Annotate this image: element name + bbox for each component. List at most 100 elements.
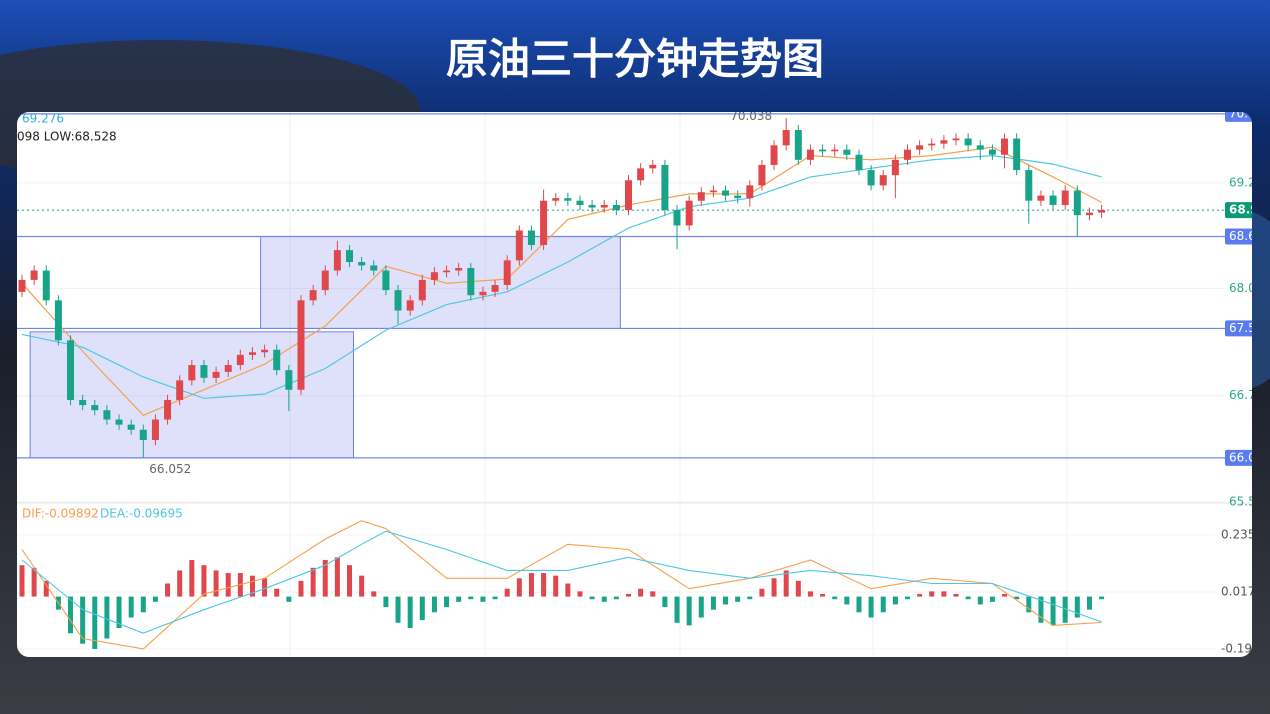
high-annotation: 70.038	[730, 109, 772, 123]
macd-bar	[783, 570, 789, 597]
candle-body	[321, 270, 329, 291]
candle-body	[139, 429, 147, 440]
macd-bar	[201, 565, 207, 597]
candle-body	[527, 230, 535, 245]
y-tick-label: 69.28	[1229, 175, 1263, 189]
candle-body	[346, 250, 354, 263]
macd-bar	[371, 591, 377, 597]
candle-body	[261, 349, 269, 353]
macd-bar	[880, 596, 886, 613]
candle-body	[236, 354, 244, 366]
candle-body	[333, 250, 341, 271]
candle-body	[1037, 195, 1045, 201]
candle-body	[1061, 190, 1069, 205]
candle-body	[394, 290, 402, 311]
dea-line	[21, 530, 1102, 634]
macd-bar	[104, 596, 110, 639]
candle-body	[430, 272, 438, 280]
macd-bar	[820, 593, 826, 597]
dif-line	[21, 520, 1102, 650]
macd-bar	[832, 596, 838, 600]
candle-body	[248, 352, 256, 355]
candle-body	[819, 149, 827, 152]
macd-bar	[286, 596, 292, 602]
candle-body	[612, 204, 620, 211]
macd-bar	[953, 593, 959, 597]
macd-bar	[941, 591, 947, 597]
macd-bar	[710, 596, 716, 610]
candle-body	[67, 340, 75, 400]
level-label: 66.05	[1229, 450, 1263, 464]
macd-bar	[759, 588, 765, 597]
macd-bar	[80, 596, 86, 644]
candle-body	[928, 143, 936, 146]
candle-body	[18, 279, 26, 292]
macd-bar	[650, 591, 656, 597]
candle-body	[600, 204, 608, 208]
macd-bar	[807, 591, 813, 597]
level-label: 70.09	[1229, 106, 1263, 120]
macd-bar	[771, 578, 777, 597]
candle-body	[1025, 170, 1033, 201]
macd-bar	[989, 596, 995, 602]
macd-bar	[1026, 596, 1032, 613]
candle-body	[515, 230, 523, 261]
macd-bar	[577, 591, 583, 597]
candle-body	[964, 138, 972, 146]
candle-body	[794, 130, 802, 160]
macd-bar	[1099, 596, 1105, 600]
candle-body	[1001, 138, 1009, 155]
candle-body	[770, 145, 778, 165]
macd-bar	[589, 596, 595, 600]
macd-bar	[431, 596, 437, 613]
macd-bar	[31, 567, 37, 597]
candle-body	[588, 204, 596, 208]
candle-body	[358, 262, 366, 266]
macd-bar	[383, 596, 389, 608]
macd-bar	[68, 596, 74, 634]
slide-title: 原油三十分钟走势图	[446, 35, 824, 84]
dea-label: DEA:-0.09695	[100, 507, 183, 521]
candle-body	[673, 210, 681, 226]
y-tick-label: 65.53	[1229, 495, 1263, 509]
macd-bar	[274, 588, 280, 597]
candle-body	[564, 198, 572, 201]
macd-bar	[868, 596, 874, 618]
macd-bar	[516, 578, 522, 597]
macd-bar	[419, 596, 425, 621]
candle-body	[552, 198, 560, 201]
candle-body	[176, 380, 184, 400]
candle-body	[467, 267, 475, 296]
macd-bar	[541, 573, 547, 597]
macd-bar	[638, 588, 644, 597]
candle-body	[722, 190, 730, 196]
macd-bar	[565, 583, 571, 597]
candle-body	[491, 285, 499, 292]
candle-body	[309, 290, 317, 301]
candle-body	[988, 149, 996, 155]
macd-bar	[262, 578, 268, 597]
macd-bar	[92, 596, 98, 649]
level-tag	[1225, 228, 1252, 245]
candle-body	[115, 419, 123, 425]
candle-body	[503, 260, 511, 286]
level-tag	[1225, 449, 1252, 466]
candle-body	[30, 270, 38, 280]
candle-body	[479, 291, 487, 296]
candle-body	[891, 159, 899, 176]
macd-bar	[686, 596, 692, 626]
plot: 69.276 098 LOW:68.528 69.28 68.04 66.78 65.…	[17, 106, 1267, 656]
macd-bar	[480, 596, 486, 602]
macd-bar	[249, 575, 255, 597]
candle-body	[916, 145, 924, 150]
candle-body	[746, 185, 754, 199]
macd-bar	[43, 580, 49, 597]
macd-bar	[904, 596, 910, 600]
candle-body	[637, 168, 645, 181]
macd-bar	[613, 596, 619, 600]
macd-bar	[917, 593, 923, 597]
candle-body	[697, 192, 705, 201]
candle-body	[649, 164, 657, 169]
macd-tick-label: -0.1999	[1221, 641, 1267, 655]
